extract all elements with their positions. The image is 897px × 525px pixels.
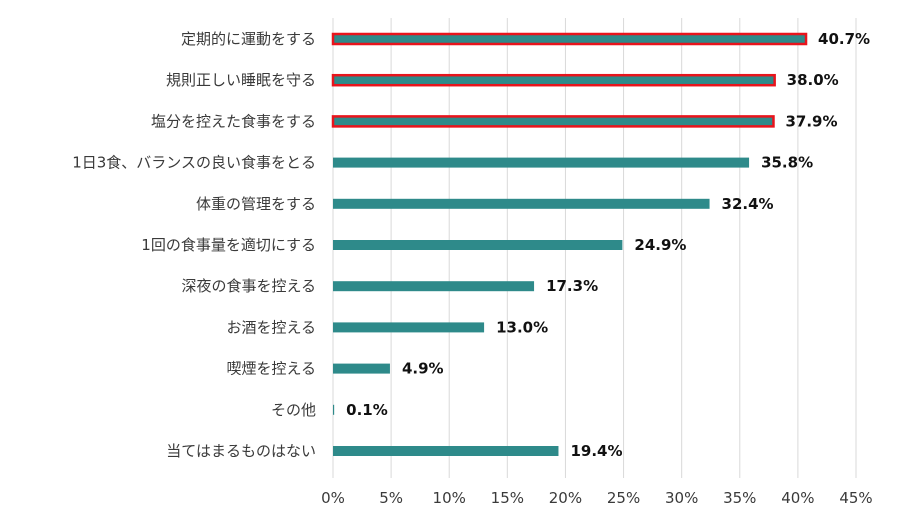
bar	[333, 157, 750, 168]
value-label: 17.3%	[546, 277, 598, 295]
x-tick-label: 0%	[321, 489, 345, 507]
x-tick-label: 40%	[781, 489, 814, 507]
x-tick-label: 10%	[433, 489, 466, 507]
category-label: 1日3食、バランスの良い食事をとる	[72, 154, 316, 172]
x-tick-label: 5%	[379, 489, 403, 507]
category-label: その他	[271, 401, 316, 419]
x-tick-label: 20%	[549, 489, 582, 507]
x-tick-label: 15%	[491, 489, 524, 507]
value-label: 19.4%	[570, 442, 622, 460]
bar	[333, 322, 485, 333]
value-label: 40.7%	[818, 30, 870, 48]
bar-highlighted	[331, 32, 808, 46]
bar	[333, 281, 535, 292]
value-label: 24.9%	[634, 236, 686, 254]
category-label: 深夜の食事を控える	[181, 277, 316, 295]
value-label: 38.0%	[787, 71, 839, 89]
bar-highlighted	[331, 115, 775, 128]
value-label: 13.0%	[496, 318, 548, 336]
category-label: 喫煙を控える	[226, 360, 316, 378]
category-label: 体重の管理をする	[196, 195, 316, 213]
bar-highlighted	[331, 73, 776, 87]
bar	[333, 404, 335, 415]
x-tick-label: 45%	[839, 489, 872, 507]
category-label: 1回の食事量を適切にする	[141, 236, 316, 254]
x-tick-label: 35%	[723, 489, 756, 507]
x-axis-ticks: 0% 5% 10% 15% 20% 25% 30% 35% 40% 45%	[321, 489, 873, 507]
bar	[333, 240, 623, 250]
category-label: 規則正しい睡眠を守る	[166, 71, 316, 89]
value-label: 37.9%	[785, 112, 837, 130]
bar	[333, 446, 559, 456]
bar	[333, 363, 390, 374]
value-label: 4.9%	[402, 360, 444, 378]
category-label: 当てはまるものはない	[166, 442, 316, 460]
value-label: 0.1%	[346, 401, 388, 419]
value-label: 32.4%	[722, 195, 774, 213]
x-tick-label: 30%	[665, 489, 698, 507]
value-label: 35.8%	[761, 154, 813, 172]
category-label: お酒を控える	[226, 318, 316, 336]
category-label: 定期的に運動をする	[181, 30, 316, 48]
x-tick-label: 25%	[607, 489, 640, 507]
bar	[333, 198, 710, 209]
category-label: 塩分を控えた食事をする	[151, 112, 316, 130]
value-labels: 40.7% 38.0% 37.9% 35.8% 32.4% 24.9% 17.3% 13.0%…	[346, 30, 870, 460]
bars	[331, 32, 808, 456]
